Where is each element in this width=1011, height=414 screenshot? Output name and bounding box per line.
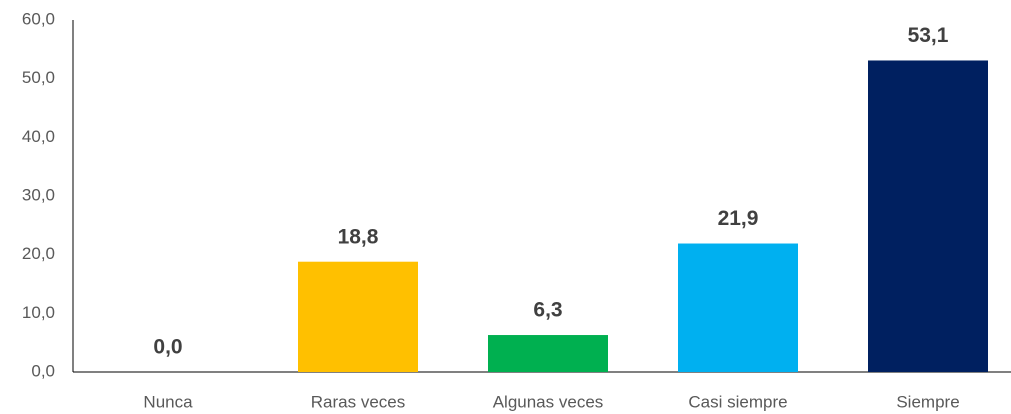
data-label: 18,8 — [338, 225, 379, 248]
x-tick-label: Nunca — [143, 392, 193, 411]
y-tick-label: 30,0 — [22, 185, 55, 204]
data-label: 6,3 — [533, 299, 562, 322]
bar — [868, 60, 988, 372]
y-tick-label: 40,0 — [22, 127, 55, 146]
data-label: 21,9 — [718, 207, 759, 230]
bar — [298, 261, 418, 372]
y-tick-label: 60,0 — [22, 9, 55, 28]
data-label: 53,1 — [908, 24, 949, 47]
x-tick-label: Algunas veces — [493, 392, 604, 411]
y-tick-label: 20,0 — [22, 244, 55, 263]
x-tick-label: Raras veces — [311, 392, 405, 411]
x-tick-label: Casi siempre — [688, 392, 787, 411]
bar — [678, 243, 798, 372]
bar — [488, 335, 608, 372]
data-label: 0,0 — [153, 336, 182, 359]
x-tick-label: Siempre — [896, 392, 959, 411]
y-tick-label: 0,0 — [31, 361, 55, 380]
y-tick-label: 50,0 — [22, 68, 55, 87]
y-tick-label: 10,0 — [22, 303, 55, 322]
